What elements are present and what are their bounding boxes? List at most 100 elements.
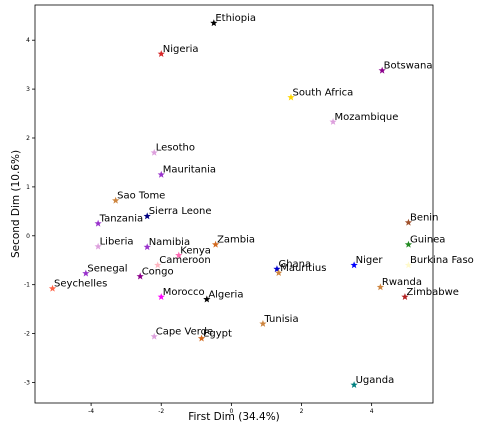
data-point: Benin xyxy=(404,213,438,226)
star-marker xyxy=(157,293,165,300)
point-label: Sierra Leone xyxy=(149,206,212,217)
data-point: Zambia xyxy=(211,235,255,248)
star-marker xyxy=(378,66,386,74)
point-label: Cameroon xyxy=(159,255,210,266)
point-label: South Africa xyxy=(292,87,353,98)
star-marker xyxy=(48,284,57,292)
data-point: Cameroon xyxy=(154,255,211,269)
x-tick-label: 4 xyxy=(370,408,374,415)
data-point: Rwanda xyxy=(376,277,422,291)
star-marker xyxy=(94,242,102,250)
data-point: Kenya xyxy=(175,245,211,259)
star-marker xyxy=(157,170,165,178)
data-point: Nigeria xyxy=(157,44,199,57)
star-marker xyxy=(150,332,158,340)
star-marker xyxy=(82,269,90,277)
y-tick-label: 0 xyxy=(26,233,30,240)
x-tick-label: 0 xyxy=(229,408,233,415)
star-marker xyxy=(143,243,151,251)
data-point: Senegal xyxy=(82,263,128,277)
star-marker xyxy=(259,319,267,327)
data-point: Mozambique xyxy=(329,112,398,125)
point-label: Zambia xyxy=(217,235,255,246)
point-label: Mozambique xyxy=(335,112,399,123)
star-marker xyxy=(197,334,206,342)
star-marker xyxy=(211,240,220,248)
point-label: Burkina Faso xyxy=(410,255,474,266)
star-marker xyxy=(210,19,218,27)
star-marker xyxy=(350,261,358,269)
star-marker xyxy=(329,118,337,125)
data-point: Uganda xyxy=(350,375,394,388)
data-point: Sierra Leone xyxy=(143,206,212,220)
star-marker xyxy=(273,265,281,273)
data-point: Zimbabwe xyxy=(401,287,459,300)
data-point: Tunisia xyxy=(259,314,299,327)
data-point: Botswana xyxy=(378,61,433,74)
y-tick-label: -1 xyxy=(24,282,30,289)
star-marker xyxy=(154,261,162,269)
data-point: Ghana xyxy=(273,259,311,273)
plot-frame xyxy=(34,4,434,404)
point-label: Seychelles xyxy=(54,279,107,290)
point-label: Kenya xyxy=(180,245,211,256)
star-marker xyxy=(287,93,295,101)
data-point: Tanzania xyxy=(94,214,144,227)
point-label: Mauritania xyxy=(163,165,216,176)
data-point: Niger xyxy=(350,255,384,269)
y-axis-label: Second Dim (10.6%) xyxy=(10,150,22,258)
star-marker xyxy=(350,381,358,388)
data-point: Namibia xyxy=(143,237,190,251)
point-label: Sao Tome xyxy=(117,191,165,202)
x-tick-label: 2 xyxy=(300,408,304,415)
star-marker xyxy=(136,272,144,280)
point-label: Namibia xyxy=(149,237,190,248)
x-tick-label: -2 xyxy=(158,408,164,415)
star-marker xyxy=(94,219,102,227)
y-tick-label: 3 xyxy=(26,86,30,93)
data-point: Cape Verde xyxy=(150,327,213,340)
data-point: Burkina Faso xyxy=(404,255,474,269)
data-point: Seychelles xyxy=(48,279,107,292)
y-axis-ticks: -3 -2 -1 0 1 2 3 4 xyxy=(24,37,35,386)
y-tick-label: 4 xyxy=(26,37,30,44)
star-marker xyxy=(404,218,413,226)
point-label: Ghana xyxy=(278,259,311,270)
point-label: Guinea xyxy=(410,235,445,246)
data-point: Congo xyxy=(136,266,174,280)
star-marker xyxy=(203,295,211,303)
star-marker xyxy=(404,261,413,269)
point-label: Ethiopia xyxy=(215,13,256,24)
point-label: Egypt xyxy=(203,328,232,339)
data-point: Morocco xyxy=(157,287,205,300)
star-marker xyxy=(275,269,283,277)
x-tick-label: -4 xyxy=(88,408,94,415)
data-point: Mauritius xyxy=(275,263,326,277)
data-point: Mauritania xyxy=(157,165,216,178)
y-tick-label: -2 xyxy=(24,331,30,338)
point-label: Nigeria xyxy=(163,44,199,55)
point-label: Senegal xyxy=(87,263,127,274)
y-tick-label: 1 xyxy=(26,184,30,191)
data-point: Liberia xyxy=(94,237,133,250)
star-marker xyxy=(143,212,151,220)
data-point: Egypt xyxy=(197,328,232,342)
point-label: Benin xyxy=(410,213,438,224)
data-marks: Ethiopia Nigeria Botswana South Africa Mozam… xyxy=(48,13,474,388)
data-point: Algeria xyxy=(203,289,243,303)
data-point: Lesotho xyxy=(150,143,195,156)
point-label: Rwanda xyxy=(382,277,422,288)
point-label: Niger xyxy=(356,255,384,266)
point-label: Uganda xyxy=(356,375,395,386)
y-tick-label: -3 xyxy=(24,379,30,386)
star-marker xyxy=(157,50,165,57)
data-point: Ethiopia xyxy=(210,13,256,27)
x-axis-label: First Dim (34.4%) xyxy=(188,411,280,423)
point-label: Morocco xyxy=(163,287,205,298)
point-label: Tanzania xyxy=(99,214,144,225)
point-label: Tunisia xyxy=(263,314,298,325)
point-label: Lesotho xyxy=(156,143,195,154)
star-marker xyxy=(404,240,413,248)
point-label: Mauritius xyxy=(280,263,326,274)
